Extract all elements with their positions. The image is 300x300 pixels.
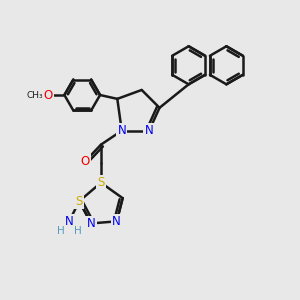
Text: O: O: [44, 88, 53, 101]
Text: H: H: [57, 226, 65, 236]
Text: N: N: [87, 217, 95, 230]
Text: CH₃: CH₃: [26, 91, 43, 100]
Text: N: N: [112, 215, 121, 228]
Text: N: N: [117, 124, 126, 137]
Text: O: O: [81, 155, 90, 168]
Text: S: S: [76, 195, 83, 208]
Text: S: S: [97, 176, 105, 189]
Text: H: H: [74, 226, 82, 236]
Text: N: N: [145, 124, 154, 137]
Text: N: N: [65, 215, 74, 228]
